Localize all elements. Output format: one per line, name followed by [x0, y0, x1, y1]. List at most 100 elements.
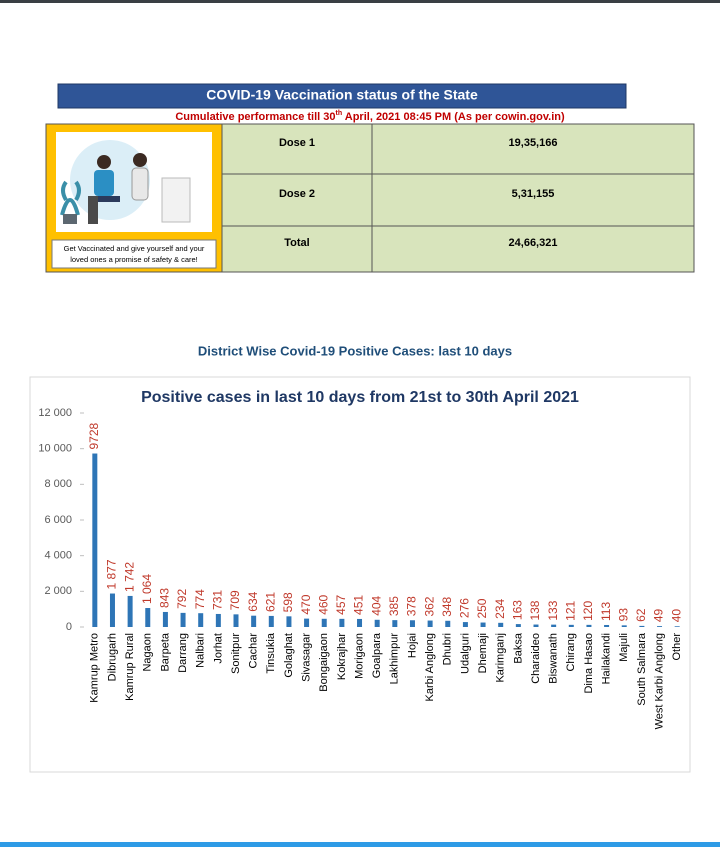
bar [321, 618, 327, 627]
value-label: 62 [634, 608, 648, 622]
value-label: 1 064 [140, 574, 154, 604]
header-title: COVID-19 Vaccination status of the State [206, 87, 478, 103]
header-bar [57, 83, 627, 109]
bar [357, 618, 363, 627]
bar [268, 615, 274, 627]
x-tick-label: Bongaigaon [318, 633, 330, 692]
x-tick-label: Baksa [512, 632, 524, 663]
bar [551, 624, 557, 627]
x-tick-label: Barpeta [159, 632, 171, 671]
table: Dose 1 19,35,166 Dose 2 5,31,155 Total 24,66,… [221, 123, 695, 273]
illustration-nurse [131, 167, 149, 201]
value-label: 362 [422, 596, 436, 616]
table-cell [221, 225, 373, 273]
illustration-head [97, 155, 111, 169]
bar [374, 619, 380, 627]
value-label: 731 [211, 590, 225, 610]
y-tick-label: 8 000 [44, 478, 72, 490]
bar [304, 618, 310, 627]
bar [109, 593, 115, 627]
row-label: Total [284, 237, 309, 249]
y-tick-label: 0 [66, 621, 72, 633]
x-tick-label: Kamrup Metro [89, 633, 101, 703]
bar [604, 624, 610, 627]
subtitle-sup: th [336, 110, 343, 117]
bar [515, 624, 521, 627]
bar [145, 608, 151, 627]
row-value: 24,66,321 [509, 237, 558, 249]
bar [657, 626, 663, 627]
bar [198, 613, 204, 627]
value-label: 598 [281, 592, 295, 612]
x-tick-label: Goalpara [371, 632, 383, 678]
subtitle-part: April, 2021 08:45 PM (As per cowin.gov.i… [342, 111, 565, 123]
x-tick-label: Jorhat [212, 633, 224, 664]
bottom-strip [0, 842, 720, 847]
value-label: 163 [511, 600, 525, 620]
x-tick-label: Lakhimpur [389, 633, 401, 685]
value-label: 93 [616, 608, 630, 622]
bar [445, 620, 451, 627]
value-label: 634 [246, 591, 260, 611]
chart-frame [29, 376, 691, 773]
x-tick-label: Kamrup Rural [124, 633, 136, 701]
caption-box [51, 239, 217, 269]
value-label: 348 [440, 596, 454, 616]
bar [409, 620, 415, 627]
x-tick-label: Other [671, 633, 683, 661]
value-label: 9728 [87, 422, 101, 449]
bar [233, 614, 239, 627]
y-tick-label: 4 000 [44, 550, 72, 562]
x-tick-label: Majuli [618, 633, 630, 662]
bar [92, 453, 98, 627]
x-tick-label: Hailakandi [600, 633, 612, 684]
table-cell [371, 225, 695, 273]
value-label: 1 742 [122, 562, 136, 592]
value-label: 843 [158, 588, 172, 608]
value-label: 774 [193, 589, 207, 609]
illustration-pot [63, 214, 77, 224]
x-tick-label: Kokrajhar [336, 633, 348, 680]
x-tick-label: Hojai [406, 633, 418, 658]
illustration-chair [88, 196, 98, 224]
x-tick-label: Dhubri [442, 633, 454, 665]
row-value: 5,31,155 [512, 188, 555, 200]
value-label: 234 [493, 598, 507, 618]
x-tick-label: Chirang [565, 633, 577, 672]
value-label: 120 [581, 601, 595, 621]
bar [568, 624, 574, 627]
bar [639, 625, 645, 627]
illustration-legs [98, 196, 120, 202]
x-tick-label: Karimganj [495, 633, 507, 683]
value-label: 138 [528, 600, 542, 620]
top-strip [0, 0, 720, 3]
x-tick-label: Nagaon [142, 633, 154, 672]
caption-line: loved ones a promise of safety & care! [70, 255, 198, 264]
bar [251, 615, 257, 627]
bar [533, 624, 539, 627]
bar [127, 595, 133, 627]
row-value: 19,35,166 [509, 137, 558, 149]
y-tick-label: 2 000 [44, 585, 72, 597]
bar [674, 626, 680, 627]
illustration-plant [60, 180, 81, 216]
x-tick-label: Nalbari [195, 633, 207, 668]
value-label: 451 [352, 595, 366, 615]
chart-title: Positive cases in last 10 days from 21st… [141, 389, 579, 406]
table-cell [221, 123, 373, 175]
value-label: 113 [599, 602, 613, 621]
bar [180, 612, 186, 627]
bar [427, 620, 433, 627]
x-tick-label: Sonitpur [230, 633, 242, 674]
bar [621, 625, 627, 627]
table-cell [221, 173, 373, 227]
x-tick-label: Golaghat [283, 633, 295, 678]
subtitle-part: Cumulative performance till 30 [175, 111, 335, 123]
x-tick-label: Morigaon [353, 633, 365, 679]
value-label: 276 [458, 598, 472, 618]
value-label: 121 [563, 600, 577, 620]
value-label: 250 [475, 598, 489, 618]
value-label: 378 [405, 596, 419, 616]
x-tick-label: Charaideo [530, 633, 542, 684]
